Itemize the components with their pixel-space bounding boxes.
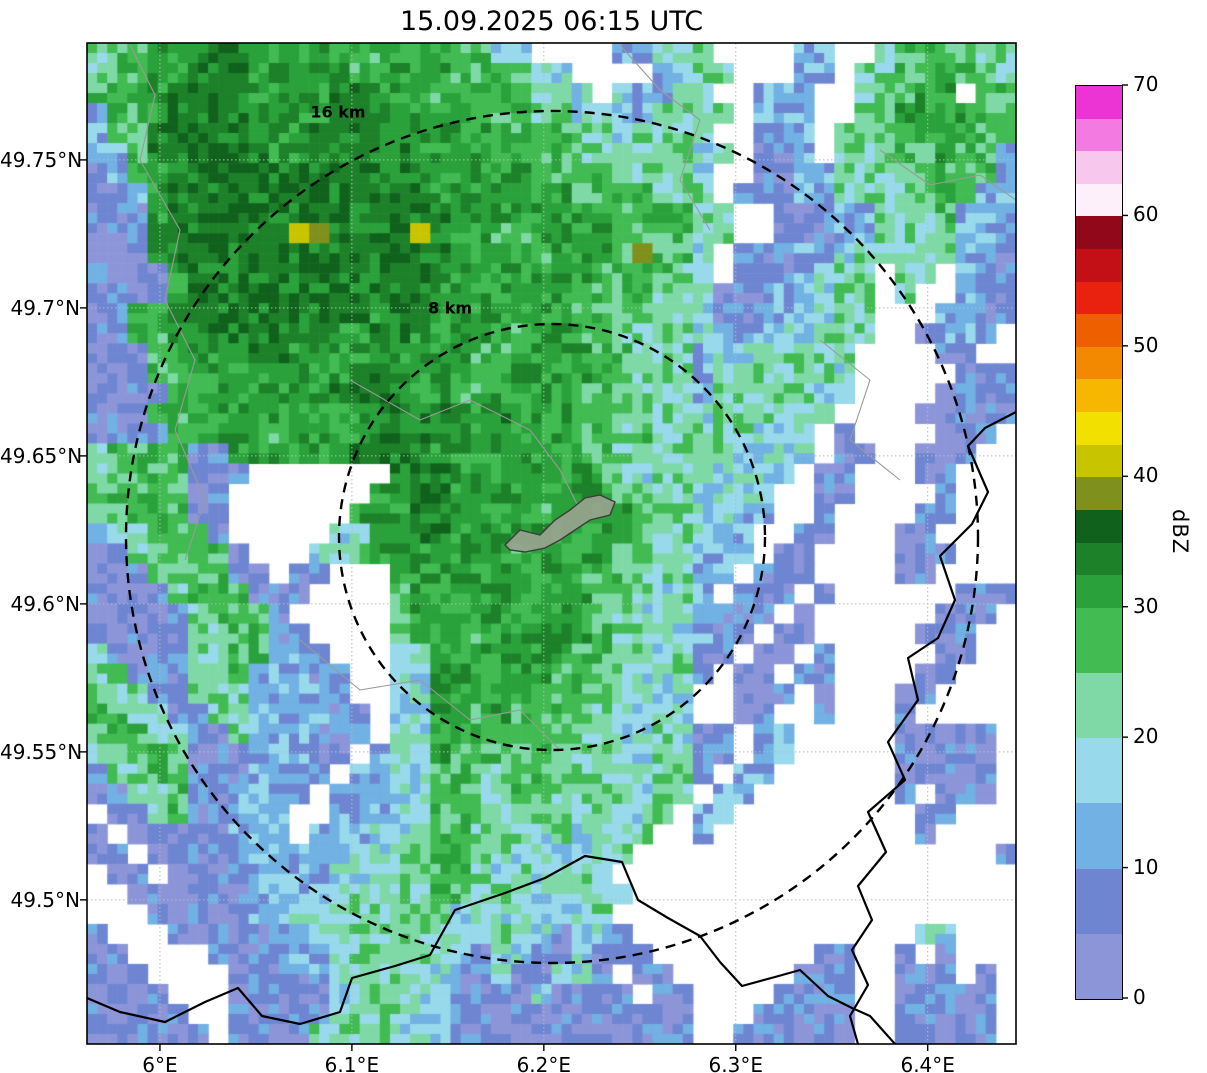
colorbar-band	[1076, 509, 1122, 543]
colorbar-band	[1076, 215, 1122, 250]
colorbar-band	[1076, 607, 1122, 673]
range-ring-label-8km: 8 km	[427, 298, 473, 318]
admin-border-line	[349, 379, 581, 511]
admin-border-line	[819, 339, 901, 481]
y-axis-tick-label: 49.7°N	[10, 295, 81, 320]
y-axis-tick-label: 49.65°N	[0, 443, 83, 468]
colorbar-band	[1076, 411, 1122, 445]
country-border-line	[848, 410, 1016, 1044]
admin-border-line	[129, 44, 206, 561]
admin-border-line	[299, 639, 561, 751]
x-axis-tick-label: 6°E	[142, 1053, 178, 1073]
colorbar-band	[1076, 933, 1122, 999]
colorbar-band	[1076, 379, 1122, 413]
colorbar-tick-label: 30	[1133, 593, 1159, 618]
city-area-polygon	[504, 494, 616, 553]
colorbar-band	[1076, 85, 1122, 119]
colorbar-band	[1076, 248, 1122, 282]
y-axis-tick-label: 49.55°N	[0, 739, 83, 764]
colorbar-band	[1076, 737, 1122, 804]
colorbar-band	[1076, 542, 1122, 576]
colorbar-tick-label: 10	[1133, 854, 1159, 879]
country-border-line	[87, 854, 897, 1044]
colorbar-unit-label: dBZ	[1168, 509, 1192, 555]
admin-border-line	[619, 44, 711, 231]
colorbar-band	[1076, 118, 1122, 152]
colorbar-tick-label: 20	[1133, 724, 1159, 749]
admin-border-line	[879, 149, 1016, 201]
colorbar-tick-label: 50	[1133, 332, 1159, 357]
colorbar-band	[1076, 672, 1122, 739]
colorbar-band	[1076, 183, 1122, 217]
colorbar-band	[1076, 444, 1122, 478]
colorbar-tick-label: 40	[1133, 463, 1159, 488]
colorbar-tick-label: 60	[1133, 202, 1159, 227]
colorbar-band	[1076, 868, 1122, 934]
range-ring-label-16km: 16 km	[310, 102, 366, 122]
colorbar-band	[1076, 281, 1122, 315]
x-axis-tick-label: 6.4°E	[900, 1053, 955, 1073]
colorbar-band	[1076, 346, 1122, 380]
x-axis-tick-label: 6.1°E	[324, 1053, 380, 1073]
colorbar-band	[1076, 313, 1122, 347]
y-axis-tick-label: 49.5°N	[10, 887, 81, 912]
y-axis-tick-label: 49.6°N	[10, 591, 81, 616]
colorbar	[1075, 85, 1123, 1000]
colorbar-tick-label: 70	[1133, 72, 1159, 96]
colorbar-band	[1076, 150, 1122, 184]
colorbar-band	[1076, 574, 1122, 608]
plot-title: 15.09.2025 06:15 UTC	[399, 6, 704, 37]
colorbar-band	[1076, 802, 1122, 869]
colorbar-tick-label: 0	[1133, 985, 1146, 1009]
y-axis-tick-label: 49.75°N	[0, 147, 83, 172]
map-overlay	[87, 43, 1016, 1044]
x-axis-tick-label: 6.2°E	[516, 1053, 572, 1073]
x-axis-tick-label: 6.3°E	[708, 1053, 763, 1073]
colorbar-band	[1076, 476, 1122, 510]
